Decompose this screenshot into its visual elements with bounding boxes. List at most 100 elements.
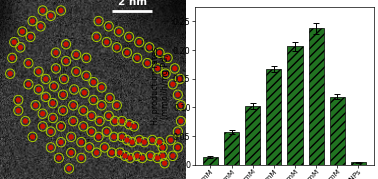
Circle shape [44,77,48,81]
Circle shape [41,112,45,116]
Circle shape [169,138,173,142]
Circle shape [143,140,146,144]
Circle shape [95,35,98,39]
Circle shape [115,45,119,49]
Circle shape [82,109,85,112]
Bar [308,28,324,165]
Circle shape [34,103,37,107]
Circle shape [105,130,108,134]
Y-axis label: H₂ production rates
(mmol/h/mg Pd): H₂ production rates (mmol/h/mg Pd) [150,47,170,125]
Circle shape [12,40,16,44]
Circle shape [161,154,164,158]
Bar [287,46,303,165]
Circle shape [90,130,93,134]
Circle shape [85,74,88,78]
Circle shape [51,116,55,120]
Circle shape [41,124,45,128]
Circle shape [176,93,180,97]
Bar [266,69,282,165]
Circle shape [103,146,107,149]
Text: 2 nm: 2 nm [118,0,147,7]
Circle shape [166,56,169,60]
Circle shape [97,135,101,139]
Circle shape [71,119,75,123]
Circle shape [100,103,104,107]
Circle shape [98,119,101,123]
Circle shape [147,45,151,49]
Circle shape [20,30,24,33]
Circle shape [49,14,53,18]
Circle shape [135,56,139,60]
Circle shape [10,56,14,60]
Circle shape [59,124,63,128]
Circle shape [49,146,53,149]
Circle shape [158,51,161,55]
Circle shape [29,35,32,39]
Circle shape [123,154,127,158]
Circle shape [127,35,131,39]
Circle shape [173,67,177,70]
Circle shape [31,19,34,23]
Circle shape [179,103,183,107]
Circle shape [113,119,117,123]
Circle shape [178,77,182,81]
Circle shape [125,51,129,55]
Circle shape [110,151,114,155]
Circle shape [23,119,27,123]
Circle shape [130,140,134,144]
Circle shape [100,86,104,89]
Circle shape [79,140,83,144]
Circle shape [137,138,141,142]
Circle shape [49,130,53,134]
Circle shape [171,154,175,158]
Circle shape [54,51,58,55]
Circle shape [97,19,101,23]
Circle shape [137,40,141,44]
Circle shape [171,82,175,86]
Circle shape [117,30,121,33]
Circle shape [163,161,166,165]
Circle shape [85,56,88,60]
Circle shape [135,154,139,158]
Circle shape [127,122,131,126]
Bar [351,162,366,165]
Circle shape [72,88,76,91]
Circle shape [90,114,93,118]
Circle shape [92,98,95,102]
Circle shape [62,77,66,81]
Circle shape [61,93,65,97]
Circle shape [150,138,154,142]
Circle shape [120,119,124,123]
Circle shape [74,70,78,74]
Circle shape [141,156,144,160]
Circle shape [115,103,119,107]
Bar [245,106,260,165]
Circle shape [67,167,71,170]
Circle shape [39,24,42,28]
Circle shape [44,95,48,99]
Circle shape [120,135,124,139]
Circle shape [61,109,65,112]
Circle shape [64,59,68,63]
Circle shape [69,151,73,155]
Circle shape [26,82,30,86]
Circle shape [51,101,55,105]
Circle shape [37,70,40,74]
Circle shape [156,67,160,70]
Circle shape [8,72,12,76]
Circle shape [118,151,122,155]
Circle shape [74,53,78,57]
Circle shape [31,135,34,139]
Circle shape [54,67,58,70]
Circle shape [164,72,167,76]
Circle shape [19,45,22,49]
Circle shape [59,9,63,12]
Bar [203,157,218,165]
Circle shape [59,140,63,144]
Circle shape [108,96,112,100]
Circle shape [158,140,161,144]
Circle shape [146,61,149,65]
Circle shape [79,156,83,160]
Circle shape [88,146,91,149]
Circle shape [64,42,68,46]
